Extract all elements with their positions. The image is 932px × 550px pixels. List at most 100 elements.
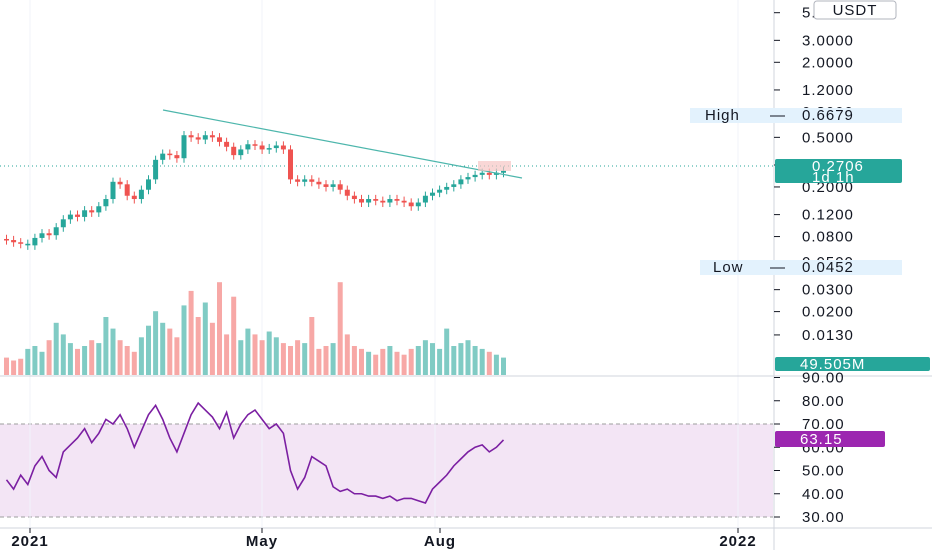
candle-body [245, 144, 251, 150]
volume-bar [430, 343, 435, 375]
candle-body [18, 242, 24, 244]
time-axis[interactable]: 2021 May Aug 2022 [11, 528, 756, 550]
candle [295, 175, 301, 187]
price-tick-label: 0.0130 [802, 327, 854, 344]
volume-bar [146, 325, 151, 375]
candle [245, 140, 251, 154]
candle-body [465, 177, 471, 180]
candle-body [266, 148, 272, 150]
candle-body [394, 199, 400, 201]
price-tick: 3.0000 [774, 32, 854, 49]
candle [75, 210, 80, 222]
candle [195, 133, 201, 145]
candle-body [75, 214, 80, 217]
candle [387, 194, 393, 208]
price-tick: 0.2000 [774, 179, 853, 196]
price-tick: 0.1200 [774, 207, 853, 224]
candle-body [160, 153, 166, 160]
candle [117, 177, 123, 189]
candle-body [493, 172, 499, 175]
volume-bar [351, 346, 357, 375]
volume-bar [202, 302, 208, 375]
candle-body [444, 186, 450, 190]
candle [60, 215, 66, 232]
rsi-tick-label: 40.00 [802, 486, 845, 503]
volume-layer [4, 282, 506, 375]
high-label: High [705, 107, 740, 124]
rsi-line [5, 401, 505, 505]
volume-bar [337, 282, 343, 375]
volume-bar [437, 348, 443, 375]
high-tag [690, 108, 902, 123]
price-tag[interactable] [775, 159, 902, 183]
candle-body [181, 135, 187, 159]
price-tag-countdown: 1d 1h [812, 169, 855, 186]
volume-bar [39, 351, 45, 375]
candle [25, 239, 31, 250]
candle [209, 131, 215, 142]
volume-bar [32, 346, 38, 375]
candle-body [273, 145, 279, 149]
candle-layer [4, 131, 506, 250]
candle-body [479, 172, 485, 175]
volume-bar [18, 358, 24, 375]
candle [188, 131, 194, 142]
rsi-tick-label: 30.00 [802, 509, 845, 526]
price-tick-label: 3.0000 [802, 32, 854, 49]
volume-bar [174, 337, 180, 375]
candle-body [96, 206, 102, 213]
volume-bar [486, 351, 492, 375]
time-tick: 2022 [719, 528, 756, 550]
candle [380, 196, 386, 208]
candle [238, 145, 244, 160]
low-value: 0.0452 [802, 259, 854, 276]
volume-bar [479, 348, 485, 375]
candle-body [202, 135, 208, 140]
volume-bar [266, 331, 272, 375]
currency-label: USDT [833, 2, 878, 19]
rsi-tick: 50.00 [774, 463, 844, 480]
time-tick-label: 2021 [11, 533, 48, 550]
volume-bar [465, 340, 471, 375]
candle [472, 170, 478, 182]
candle [444, 182, 450, 195]
candle [280, 141, 286, 154]
candle [401, 196, 407, 208]
candle-body [11, 240, 17, 243]
candle [430, 188, 435, 201]
volume-bar [493, 354, 499, 375]
candle [46, 229, 52, 240]
volume-bar [273, 337, 279, 375]
rsi-tag[interactable] [775, 431, 885, 447]
candle-body [67, 214, 73, 220]
candle-body [146, 179, 151, 190]
candle-body [195, 137, 201, 140]
price-tick-label: 0.5000 [802, 129, 854, 146]
price-tick: 1.2000 [774, 82, 853, 99]
candle [437, 185, 443, 198]
candle [231, 142, 237, 160]
candle [202, 131, 208, 145]
candle-body [422, 195, 428, 203]
volume-bar [458, 343, 464, 375]
candle-body [458, 179, 464, 185]
low-label: Low [713, 259, 744, 276]
volume-bar [295, 340, 301, 375]
candle-body [288, 149, 293, 180]
rsi-tick: 80.00 [774, 393, 844, 410]
candle-body [25, 243, 31, 246]
candle [32, 233, 38, 250]
rsi-tick: 90.00 [774, 370, 844, 387]
price-tick: 0.0300 [774, 282, 853, 299]
last-candle-highlight [478, 161, 511, 171]
trendline[interactable] [162, 109, 523, 179]
candle [415, 198, 421, 211]
candle [316, 177, 322, 189]
volume-bar [217, 282, 222, 375]
candle-body [46, 233, 52, 236]
candle-body [217, 137, 222, 142]
volume-tag[interactable] [775, 357, 930, 371]
candle-body [302, 179, 308, 182]
